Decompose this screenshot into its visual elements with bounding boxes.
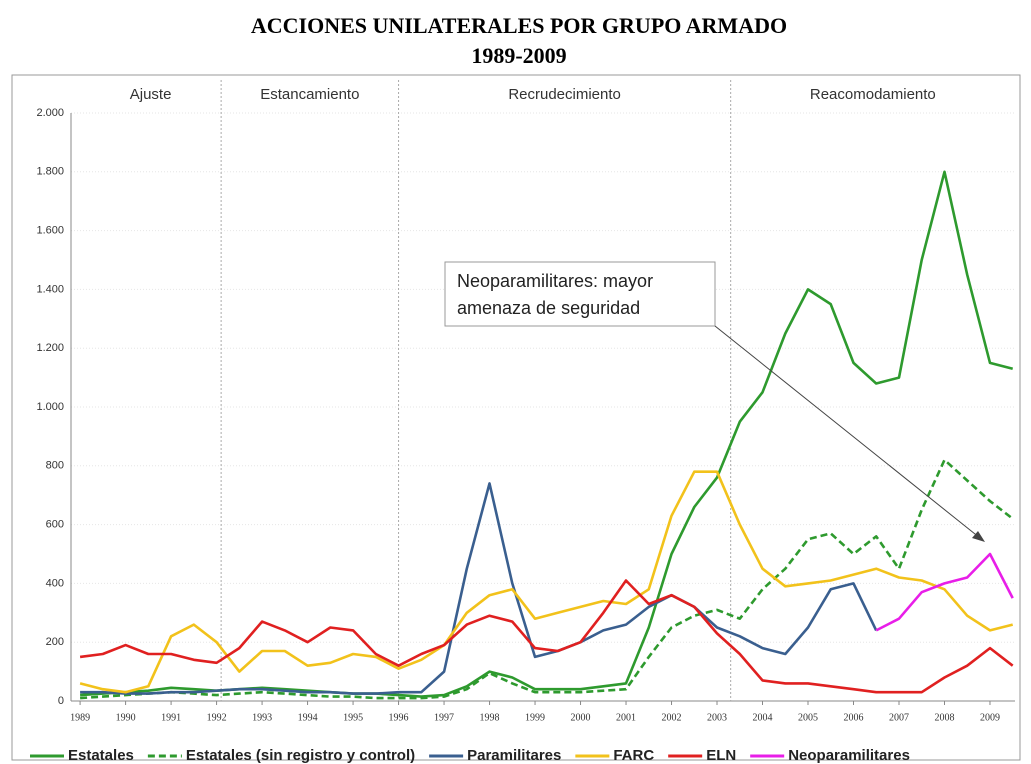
y-tick-label: 1.200	[36, 342, 64, 354]
series-line	[80, 170, 1014, 698]
x-tick-label: 1999	[525, 712, 545, 723]
y-tick-label: 1.600	[36, 225, 64, 237]
x-tick-label: 2003	[707, 712, 727, 723]
y-tick-label: 1.400	[36, 283, 64, 295]
annotation-text: amenaza de seguridad	[457, 298, 640, 318]
x-tick-label: 2004	[753, 712, 773, 723]
x-tick-label: 2008	[934, 712, 954, 723]
period-label: Ajuste	[130, 86, 172, 103]
x-tick-label: 1991	[161, 712, 181, 723]
y-tick-label: 200	[46, 636, 64, 648]
x-tick-label: 2007	[889, 712, 909, 723]
x-tick-label: 1994	[298, 712, 318, 723]
period-label: Recrudecimiento	[508, 86, 621, 103]
y-tick-label: 800	[46, 460, 64, 472]
series-line	[79, 579, 1014, 694]
x-tick-label: 1989	[70, 712, 90, 723]
x-tick-label: 1998	[480, 712, 500, 723]
x-tick-label: 2005	[798, 712, 818, 723]
series-line	[80, 482, 878, 695]
y-tick-label: 0	[58, 695, 64, 707]
period-label: Estancamiento	[260, 86, 359, 103]
chart-title: ACCIONES UNILATERALES POR GRUPO ARMADO	[251, 13, 787, 38]
chart-subtitle: 1989-2009	[471, 43, 566, 68]
x-tick-label: 2000	[571, 712, 591, 723]
y-tick-label: 2.000	[36, 107, 64, 119]
series-line	[79, 470, 1014, 694]
legend-label: ELN	[706, 747, 736, 764]
legend-label: Estatales (sin registro y control)	[186, 747, 415, 764]
series-line	[875, 552, 1014, 632]
annotation-arrowhead	[972, 531, 985, 542]
y-tick-label: 400	[46, 577, 64, 589]
legend-label: Paramilitares	[467, 747, 561, 764]
legend-label: Estatales	[68, 747, 134, 764]
y-tick-label: 600	[46, 519, 64, 531]
x-tick-label: 1992	[207, 712, 227, 723]
y-tick-label: 1.800	[36, 166, 64, 178]
x-tick-label: 2002	[662, 712, 682, 723]
x-tick-label: 1996	[389, 712, 409, 723]
annotation-text: Neoparamilitares: mayor	[457, 271, 653, 291]
x-tick-label: 2001	[616, 712, 636, 723]
x-tick-label: 1997	[434, 712, 454, 723]
x-tick-label: 2009	[980, 712, 1000, 723]
legend-label: Neoparamilitares	[788, 747, 910, 764]
legend-label: FARC	[613, 747, 654, 764]
series-line	[80, 458, 1014, 700]
annotation-arrow	[714, 325, 981, 539]
x-tick-label: 1995	[343, 712, 363, 723]
chart-frame	[11, 74, 1021, 761]
x-tick-label: 1993	[252, 712, 272, 723]
annotation-box	[444, 261, 716, 327]
x-tick-label: 2006	[843, 712, 863, 723]
period-label: Reacomodamiento	[810, 86, 936, 103]
x-tick-label: 1990	[116, 712, 136, 723]
y-tick-label: 1.000	[36, 401, 64, 413]
